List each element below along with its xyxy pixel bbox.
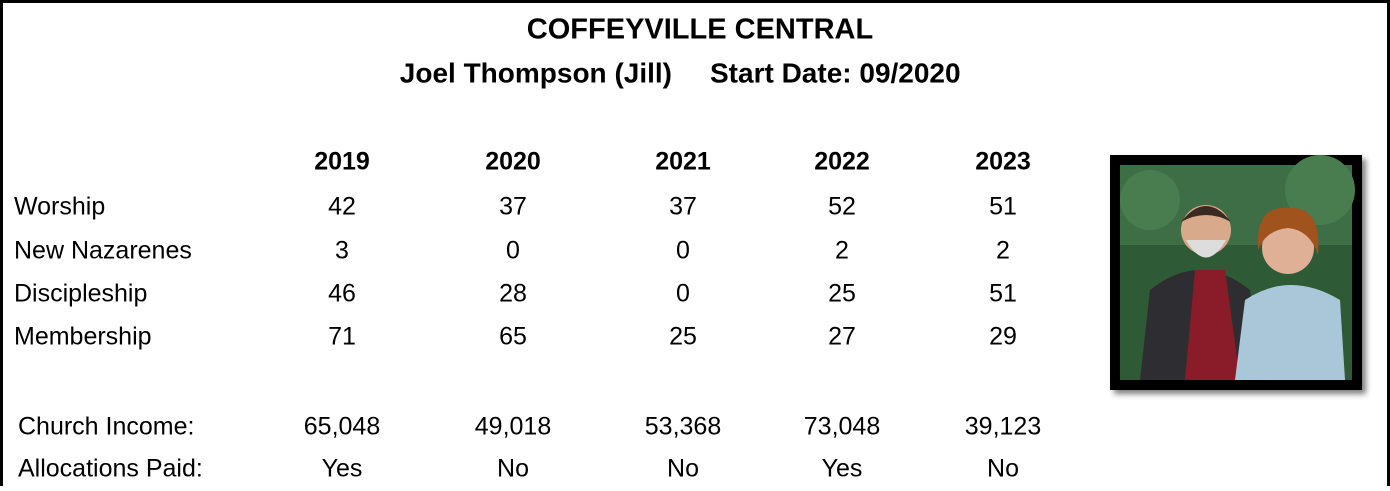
cell: 37	[499, 193, 527, 221]
column-header: 2020	[485, 148, 541, 176]
cell: 42	[328, 193, 356, 221]
cell: 2	[996, 237, 1010, 265]
row-label: Allocations Paid:	[18, 455, 203, 483]
row-label: New Nazarenes	[14, 237, 192, 265]
cell: 28	[499, 280, 527, 308]
cell: No	[667, 455, 699, 483]
title: COFFEYVILLE CENTRAL	[527, 14, 873, 46]
cell: 51	[989, 280, 1017, 308]
cell: 52	[828, 193, 856, 221]
cell: Yes	[322, 455, 363, 483]
cell: 53,368	[645, 413, 721, 441]
cell: 0	[676, 237, 690, 265]
column-header: 2022	[814, 148, 870, 176]
row-label: Church Income:	[18, 413, 194, 441]
cell: No	[497, 455, 529, 483]
row-label: Membership	[14, 323, 152, 351]
column-header: 2019	[314, 148, 370, 176]
cell: 29	[989, 323, 1017, 351]
column-header: 2023	[975, 148, 1031, 176]
cell: 65,048	[304, 413, 380, 441]
row-label: Discipleship	[14, 280, 147, 308]
cell: No	[987, 455, 1019, 483]
cell: 37	[669, 193, 697, 221]
cell: Yes	[822, 455, 863, 483]
cell: 0	[676, 280, 690, 308]
cell: 3	[335, 237, 349, 265]
cell: 39,123	[965, 413, 1041, 441]
start-date: Start Date: 09/2020	[710, 57, 961, 88]
cell: 0	[506, 237, 520, 265]
cell: 73,048	[804, 413, 880, 441]
cell: 71	[328, 323, 356, 351]
cell: 49,018	[475, 413, 551, 441]
column-header: 2021	[655, 148, 711, 176]
pastor: Joel Thompson (Jill)	[400, 57, 672, 88]
cell: 65	[499, 323, 527, 351]
cell: 25	[828, 280, 856, 308]
row-label: Worship	[14, 193, 105, 221]
cell: 27	[828, 323, 856, 351]
cell: 46	[328, 280, 356, 308]
cell: 2	[835, 237, 849, 265]
photo	[1110, 155, 1362, 390]
cell: 51	[989, 193, 1017, 221]
cell: 25	[669, 323, 697, 351]
